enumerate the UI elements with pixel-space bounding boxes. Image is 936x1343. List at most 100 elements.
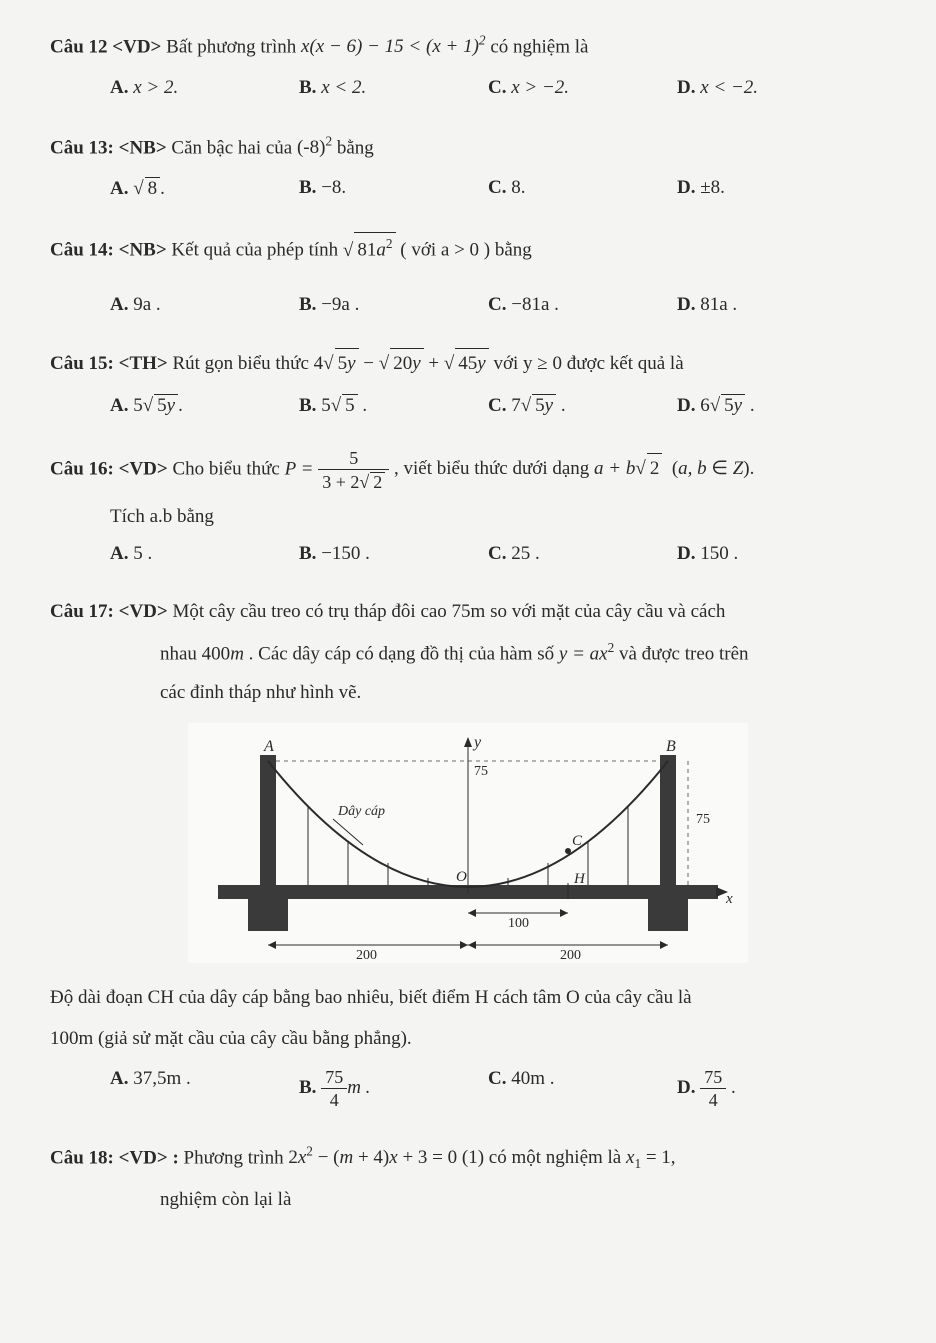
q12-label: Câu 12 <VD> xyxy=(50,36,161,57)
q18-stem-b: có một nghiệm là x1 = 1, xyxy=(489,1147,676,1168)
q16-c: 25 . xyxy=(511,543,540,564)
bridge-diagram-wrap: A B y O H C 75 75 Dây cáp 100 200 200 x xyxy=(50,723,886,963)
label-y: y xyxy=(472,734,482,751)
dim-100-arrow-l xyxy=(468,909,476,917)
label-200r: 200 xyxy=(560,948,581,963)
q13-stem-a: Căn bậc hai của xyxy=(171,137,297,158)
q16-a: 5 . xyxy=(133,543,152,564)
label-O: O xyxy=(456,869,467,885)
q12-math: x(x − 6) − 15 < (x + 1)2 xyxy=(301,36,486,57)
q16-label: Câu 16: <VD> xyxy=(50,458,168,479)
q12-stem-b: có nghiệm là xyxy=(490,36,588,57)
q14-label: Câu 14: <NB> xyxy=(50,240,167,261)
q12-options: A. x > 2. B. x < 2. C. x > −2. D. x < −2… xyxy=(50,73,886,103)
q12-opt-d: D. x < −2. xyxy=(677,77,866,99)
q17-opt-c: C. 40m . xyxy=(488,1068,677,1109)
q14-opt-d: D. 81a . xyxy=(677,294,866,316)
q15-stem-b: với y ≥ 0 được kết quả là xyxy=(493,353,683,374)
label-cable: Dây cáp xyxy=(337,804,385,819)
q17-c: 40m . xyxy=(511,1068,554,1089)
q13-opt-a: A. 8. xyxy=(110,177,299,200)
right-tower xyxy=(660,755,676,885)
q15-opt-d: D. 65y . xyxy=(677,394,866,417)
opt-label-a: A. xyxy=(110,77,128,98)
q14-opt-b: B. −9a . xyxy=(299,294,488,316)
q15-stem-a: Rút gọn biểu thức xyxy=(172,353,313,374)
q16-opt-d: D. 150 . xyxy=(677,543,866,565)
q13-c: 8. xyxy=(511,177,525,198)
q13-math: (-8)2 xyxy=(297,137,332,158)
q14-stem: Câu 14: <NB> Kết quả của phép tính 81a2 … xyxy=(50,232,886,266)
y-arrow-icon xyxy=(464,737,472,747)
label-A: A xyxy=(263,738,274,755)
dim-200l-ar xyxy=(460,941,468,949)
q17-post-b: 100m (giả sử mặt cầu của cây cầu bằng ph… xyxy=(50,1024,886,1054)
label-200l: 200 xyxy=(356,948,377,963)
question-16: Câu 16: <VD> Cho biểu thức P = 5 3 + 22 … xyxy=(50,449,886,569)
q14-stem-b: ( với a > 0 ) bằng xyxy=(400,240,532,261)
q14-math: 81a2 xyxy=(343,240,396,261)
label-C: C xyxy=(572,833,583,849)
q16-stem: Câu 16: <VD> Cho biểu thức P = 5 3 + 22 … xyxy=(50,449,886,491)
q12-stem-a: Bất phương trình xyxy=(166,36,301,57)
q16-stem-a: Cho biểu thức xyxy=(172,458,284,479)
q18-stem: Câu 18: <VD> : Phương trình 2x2 − (m + 4… xyxy=(50,1141,886,1174)
sqrt-icon xyxy=(133,178,143,199)
dim-100-arrow-r xyxy=(560,909,568,917)
q17-stem-a: Một cây cầu treo có trụ tháp đôi cao 75m… xyxy=(172,601,725,622)
q15-options: A. 55y. B. 55 . C. 75y . D. 65y . xyxy=(50,390,886,421)
q13-opt-c: C. 8. xyxy=(488,177,677,200)
q12-b: x < 2. xyxy=(321,77,366,98)
q14-opt-a: A. 9a . xyxy=(110,294,299,316)
sqrt-icon xyxy=(343,240,353,261)
q16-frac: 5 3 + 22 xyxy=(318,449,389,491)
label-x: x xyxy=(725,891,733,907)
left-base xyxy=(248,899,288,931)
q15-label: Câu 15: <TH> xyxy=(50,353,168,374)
q12-a: x > 2. xyxy=(133,77,178,98)
opt-label-b: B. xyxy=(299,77,316,98)
q13-a-val: 8 xyxy=(145,177,161,200)
label-H: H xyxy=(573,871,586,887)
opt-label-d: D. xyxy=(677,77,695,98)
q18-stem-a: Phương trình xyxy=(184,1147,289,1168)
left-tower xyxy=(260,755,276,885)
q17-opt-a: A. 37,5m . xyxy=(110,1068,299,1109)
q18-label: Câu 18: <VD> : xyxy=(50,1147,179,1168)
dim-200r-ar xyxy=(660,941,668,949)
q17-label: Câu 17: <VD> xyxy=(50,601,168,622)
q13-stem-b: bằng xyxy=(337,137,374,158)
q16-d: 150 . xyxy=(700,543,738,564)
q17-a: 37,5m . xyxy=(133,1068,191,1089)
dim-200l-al xyxy=(268,941,276,949)
question-15: Câu 15: <TH> Rút gọn biểu thức 45y − 20y… xyxy=(50,348,886,420)
q17-opt-d: D. 75 4 . xyxy=(677,1068,866,1109)
q12-opt-b: B. x < 2. xyxy=(299,77,488,99)
q17-opt-b: B. 75 4 m . xyxy=(299,1068,488,1109)
question-14: Câu 14: <NB> Kết quả của phép tính 81a2 … xyxy=(50,232,886,320)
q16-b: −150 . xyxy=(321,543,370,564)
q14-d: 81a . xyxy=(700,294,737,315)
question-17: Câu 17: <VD> Một cây cầu treo có trụ thá… xyxy=(50,597,886,1113)
q16-frac-num: 5 xyxy=(318,449,389,470)
q16-opt-b: B. −150 . xyxy=(299,543,488,565)
q13-b: −8. xyxy=(321,177,346,198)
q12-d: x < −2. xyxy=(700,77,758,98)
q13-label: Câu 13: <NB> xyxy=(50,137,167,158)
q15-stem: Câu 15: <TH> Rút gọn biểu thức 45y − 20y… xyxy=(50,348,886,379)
q15-opt-c: C. 75y . xyxy=(488,394,677,417)
q14-c: −81a . xyxy=(511,294,559,315)
q16-frac-den: 3 + 22 xyxy=(318,470,389,491)
q12-c: x > −2. xyxy=(511,77,569,98)
q16-opt-a: A. 5 . xyxy=(110,543,299,565)
q12-opt-a: A. x > 2. xyxy=(110,77,299,99)
label-B: B xyxy=(666,738,676,755)
question-12: Câu 12 <VD> Bất phương trình x(x − 6) − … xyxy=(50,30,886,103)
q13-d: ±8. xyxy=(700,177,725,198)
right-base xyxy=(648,899,688,931)
q14-opt-c: C. −81a . xyxy=(488,294,677,316)
q12-stem: Câu 12 <VD> Bất phương trình x(x − 6) − … xyxy=(50,30,886,63)
q16-P: P = xyxy=(285,458,314,479)
q17-b-frac: 75 4 xyxy=(321,1068,347,1109)
q18-math: 2x2 − (m + 4)x + 3 = 0 (1) xyxy=(288,1147,484,1168)
